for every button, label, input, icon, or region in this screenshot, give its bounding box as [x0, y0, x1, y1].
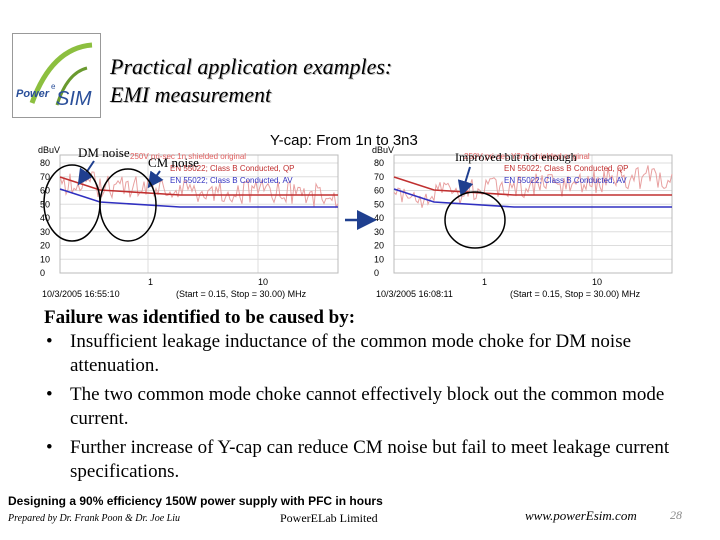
legend-entry: 250V pri-sec 1n shielded original — [130, 152, 246, 161]
logo-word: Power — [16, 88, 50, 100]
x-tick-label: 10 — [258, 277, 268, 287]
footer-url: www.powerEsim.com — [525, 508, 637, 523]
arrow — [147, 170, 164, 189]
unit-label: dBuV — [372, 145, 394, 155]
bullet: The two common mode choke cannot effecti… — [44, 383, 704, 431]
logo-swoosh — [55, 66, 88, 106]
y-tick-label: 70 — [40, 172, 50, 182]
y-tick-label: 10 — [40, 254, 50, 264]
y-tick-label: 20 — [374, 241, 384, 251]
x-tick-label: 1 — [482, 277, 487, 287]
logo: Power e SIM — [12, 33, 101, 118]
y-tick-label: 20 — [40, 241, 50, 251]
legend-entry: EN 55022; Class B Conducted, QP — [170, 164, 295, 173]
highlight — [99, 168, 157, 242]
legend-entry: EN 55022; Class B Conducted, AV — [170, 176, 293, 185]
plot-frame — [59, 154, 339, 274]
legend-entry: 250V pri-sec Y3n3 shielded original — [464, 152, 590, 161]
range: (Start = 0.15, Stop = 30.00) MHz — [176, 289, 307, 299]
y-tick-label: 10 — [374, 254, 384, 264]
y-tick-label: 30 — [40, 227, 50, 237]
unit-label: dBuV — [38, 145, 60, 155]
y-tick-label: 80 — [374, 158, 384, 168]
x-tick-label: 1 — [148, 277, 153, 287]
logo-swoosh — [29, 42, 93, 104]
bullet: Further increase of Y-cap can reduce CM … — [44, 436, 704, 484]
y-tick-label: 50 — [374, 199, 384, 209]
footer-company: PowerELab Limited — [280, 511, 378, 525]
legend-entry: EN 55022; Class B Conducted, AV — [504, 176, 627, 185]
y-tick-label: 40 — [374, 213, 384, 223]
y-tick-label: 70 — [374, 172, 384, 182]
y-tick-label: 0 — [374, 268, 379, 278]
highlight — [444, 191, 506, 249]
timestamp: 10/3/2005 16:08:11 — [376, 289, 453, 299]
legend-entry: EN 55022; Class B Conducted, QP — [504, 164, 629, 173]
annotation: Improved but not enough — [455, 150, 577, 164]
limit-line — [59, 188, 338, 208]
y-tick-label: 50 — [40, 199, 50, 209]
range: (Start = 0.15, Stop = 30.00) MHz — [510, 289, 641, 299]
x-tick-label: 10 — [592, 277, 602, 287]
title-line: EMI measurement — [110, 82, 272, 107]
footer-authors: Prepared by Dr. Frank Poon & Dr. Joe Liu — [8, 513, 181, 524]
y-tick-label: 40 — [40, 213, 50, 223]
page-number: 28 — [670, 508, 682, 522]
bullet-list: Insufficient leakage inductance of the c… — [44, 330, 704, 489]
caption: Y-cap: From 1n to 3n3 — [270, 132, 418, 149]
emi-plot: dBuV 80 70 60 50 40 30 20 10 0 1 10 10/3/2005 16:08:… — [372, 145, 673, 299]
bullet: Insufficient leakage inductance of the c… — [44, 330, 704, 378]
footer-course: Designing a 90% efficiency 150W power su… — [8, 494, 383, 508]
logo-brand: SIM — [56, 88, 92, 110]
title-line: Practical application examples: — [110, 54, 393, 79]
y-tick-label: 60 — [374, 186, 384, 196]
heading: Failure was identified to be caused by: — [44, 307, 356, 328]
timestamp: 10/3/2005 16:55:10 — [42, 289, 120, 299]
logo-sup: e — [51, 82, 56, 91]
limit-line — [393, 188, 672, 208]
y-tick-label: 30 — [374, 227, 384, 237]
y-tick-label: 80 — [40, 158, 50, 168]
annotation: CM noise — [148, 155, 199, 170]
plot-frame — [393, 154, 673, 274]
y-tick-label: 0 — [40, 268, 45, 278]
arrow — [457, 166, 474, 197]
annotation: DM noise — [78, 145, 130, 160]
trace — [393, 165, 673, 208]
